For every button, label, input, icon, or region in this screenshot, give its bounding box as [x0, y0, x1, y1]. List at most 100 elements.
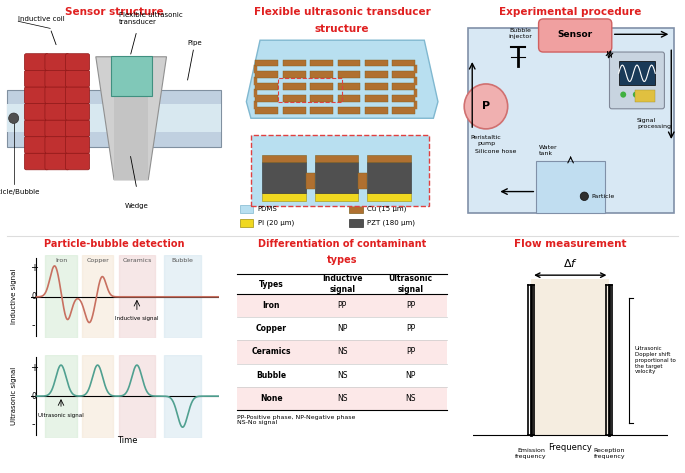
- Polygon shape: [114, 57, 148, 180]
- Text: Ceramics: Ceramics: [251, 348, 291, 357]
- Bar: [251, 135, 429, 206]
- Bar: [306, 173, 315, 189]
- FancyBboxPatch shape: [45, 54, 69, 70]
- Text: Inductive
signal: Inductive signal: [322, 274, 362, 294]
- Text: Particle: Particle: [591, 194, 614, 199]
- Bar: [365, 60, 388, 66]
- Bar: [367, 162, 410, 193]
- Bar: [278, 78, 342, 102]
- Bar: [393, 71, 415, 78]
- Bar: [164, 355, 201, 438]
- Bar: [315, 162, 358, 193]
- Text: Signal
processing: Signal processing: [637, 118, 671, 129]
- Text: Particle/Bubble: Particle/Bubble: [0, 189, 40, 195]
- Text: Flexible ultrasonic
transducer: Flexible ultrasonic transducer: [119, 12, 182, 25]
- Text: NP: NP: [406, 371, 416, 380]
- Text: Ultrasonic signal: Ultrasonic signal: [12, 367, 17, 425]
- Text: Iron: Iron: [55, 258, 67, 263]
- Text: Ultrasonic
Doppler shift
proportional to
the target
velocity: Ultrasonic Doppler shift proportional to…: [635, 346, 675, 374]
- Bar: [338, 60, 360, 66]
- Bar: [262, 162, 306, 193]
- Text: PP: PP: [406, 301, 415, 310]
- Text: $\Delta f$: $\Delta f$: [563, 257, 577, 269]
- Bar: [7, 90, 221, 147]
- FancyBboxPatch shape: [25, 87, 49, 104]
- Text: Time: Time: [118, 436, 138, 445]
- Polygon shape: [247, 40, 438, 118]
- FancyBboxPatch shape: [25, 54, 49, 70]
- Bar: [619, 61, 656, 85]
- Text: Ultrasonic
signal: Ultrasonic signal: [388, 274, 433, 294]
- Bar: [338, 107, 360, 114]
- FancyBboxPatch shape: [66, 70, 90, 87]
- Text: PZT (180 μm): PZT (180 μm): [367, 219, 415, 226]
- Bar: [164, 255, 201, 338]
- Text: Wedge: Wedge: [125, 203, 149, 210]
- FancyBboxPatch shape: [66, 120, 90, 137]
- Bar: [283, 95, 306, 102]
- FancyBboxPatch shape: [25, 104, 49, 120]
- Text: PP: PP: [338, 301, 347, 310]
- Bar: [468, 28, 673, 213]
- Text: Inductive signal: Inductive signal: [12, 269, 17, 324]
- Bar: [240, 219, 253, 227]
- FancyBboxPatch shape: [66, 87, 90, 104]
- Text: types: types: [327, 255, 358, 265]
- Text: Bubble: Bubble: [256, 371, 286, 380]
- Bar: [635, 90, 656, 102]
- FancyBboxPatch shape: [45, 70, 69, 87]
- FancyBboxPatch shape: [66, 137, 90, 153]
- Bar: [283, 107, 306, 114]
- Bar: [256, 71, 278, 78]
- Bar: [365, 95, 388, 102]
- Text: PP: PP: [406, 348, 415, 357]
- Bar: [119, 255, 155, 338]
- Text: Flexible ultrasonic transducer: Flexible ultrasonic transducer: [253, 7, 431, 17]
- Text: Sensor: Sensor: [558, 30, 593, 39]
- Bar: [82, 255, 113, 338]
- Text: None: None: [260, 394, 283, 403]
- Text: Cu (15 μm): Cu (15 μm): [367, 205, 407, 212]
- Bar: [262, 155, 306, 162]
- Text: structure: structure: [315, 24, 369, 34]
- Bar: [45, 255, 77, 338]
- Bar: [256, 83, 278, 90]
- Bar: [349, 205, 362, 213]
- FancyBboxPatch shape: [45, 120, 69, 137]
- Text: NS: NS: [337, 348, 347, 357]
- Bar: [262, 193, 306, 201]
- Bar: [82, 355, 113, 438]
- Circle shape: [580, 192, 588, 201]
- Bar: [338, 71, 360, 78]
- Text: Copper: Copper: [86, 258, 109, 263]
- FancyBboxPatch shape: [25, 153, 49, 170]
- FancyBboxPatch shape: [45, 104, 69, 120]
- FancyBboxPatch shape: [45, 153, 69, 170]
- FancyBboxPatch shape: [610, 52, 664, 109]
- Bar: [45, 355, 77, 438]
- Bar: [338, 95, 360, 102]
- Text: Peristaltic
pump: Peristaltic pump: [471, 135, 501, 146]
- FancyBboxPatch shape: [25, 137, 49, 153]
- FancyBboxPatch shape: [538, 19, 612, 52]
- Bar: [367, 193, 410, 201]
- Text: 0: 0: [31, 392, 36, 401]
- Bar: [315, 155, 358, 162]
- Text: PP-Positive phase, NP-Negative phase
NS-No signal: PP-Positive phase, NP-Negative phase NS-…: [237, 415, 356, 425]
- Bar: [240, 205, 253, 213]
- Bar: [531, 279, 609, 435]
- Text: Bubble
injector: Bubble injector: [508, 28, 532, 38]
- Text: Inductive coil: Inductive coil: [18, 16, 65, 22]
- Bar: [536, 161, 605, 213]
- Text: PDMS: PDMS: [258, 206, 277, 211]
- Text: NS: NS: [337, 394, 347, 403]
- Text: +: +: [29, 363, 38, 373]
- Text: PP: PP: [406, 324, 415, 333]
- Bar: [256, 60, 278, 66]
- Bar: [310, 71, 333, 78]
- Bar: [393, 95, 415, 102]
- Bar: [393, 83, 415, 90]
- Text: Emission
frequency: Emission frequency: [515, 448, 547, 459]
- Bar: [367, 155, 410, 162]
- Bar: [283, 71, 306, 78]
